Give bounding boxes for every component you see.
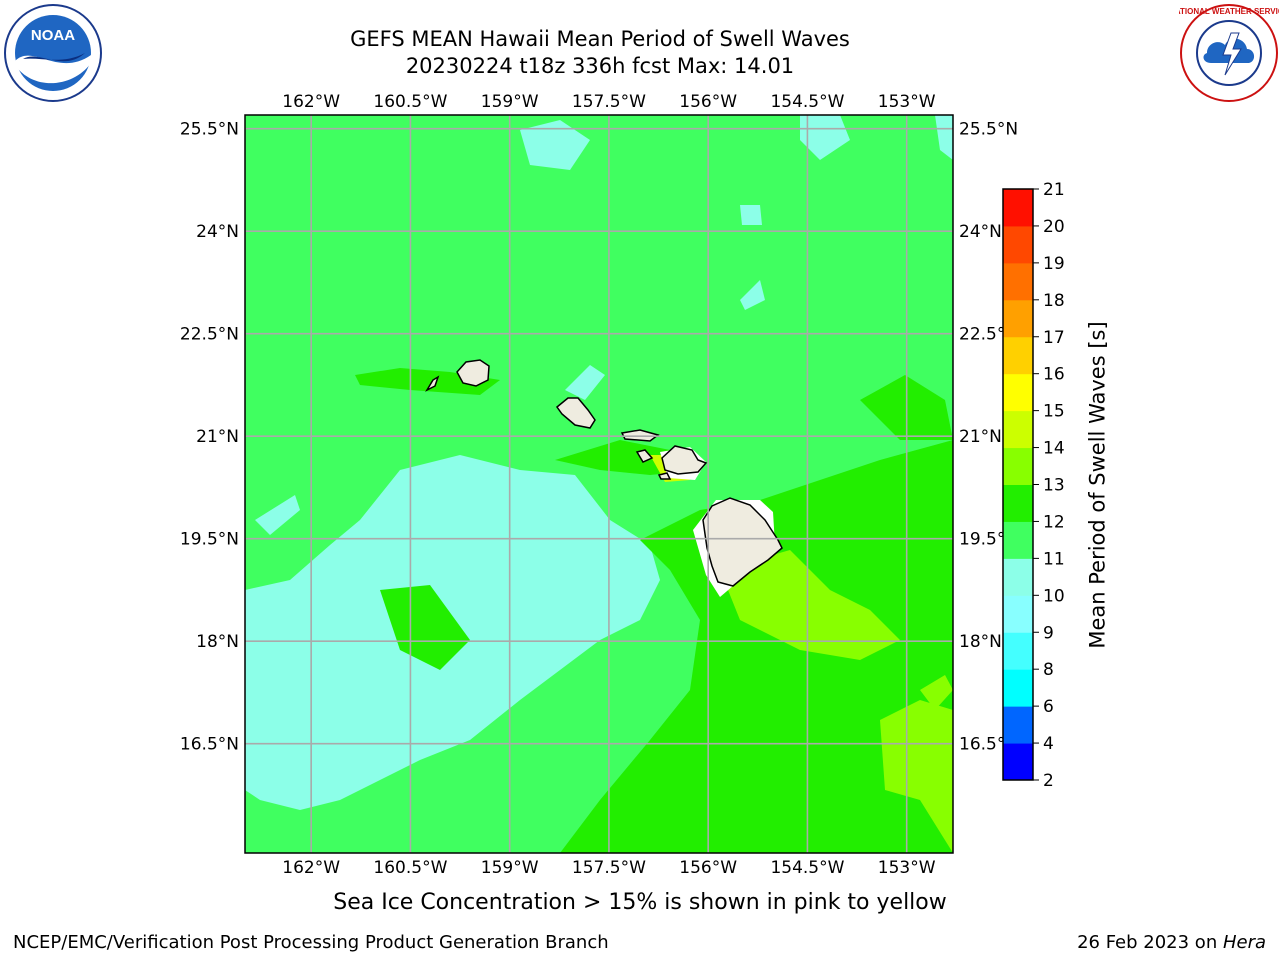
lon-tick-label: 154.5°W (770, 858, 844, 878)
colorbar-tick-label: 12 (1043, 512, 1065, 532)
island-niihau (425, 375, 440, 392)
lon-tick-label: 159°W (481, 92, 539, 112)
swell-field-11-12e (380, 585, 470, 670)
lat-tick-label: 18°N (196, 632, 239, 652)
lon-tick-label: 160.5°W (373, 92, 447, 112)
lat-tick-label: 24°N (196, 222, 239, 242)
lat-tick-label: 16.5°N (180, 735, 239, 755)
lon-tick-label: 157.5°W (572, 858, 646, 878)
island-maui (661, 445, 708, 475)
lat-tick-label-right: 25.5°N (959, 120, 1018, 140)
colorbar-tick-label: 13 (1043, 476, 1065, 496)
colorbar-segment (1003, 595, 1033, 633)
colorbar-tick-label: 15 (1043, 402, 1065, 422)
swell-field-9-10f (740, 205, 762, 225)
island-kahoolawe (657, 472, 672, 480)
swell-field-11-12a (560, 440, 953, 853)
lon-tick-label: 157.5°W (572, 92, 646, 112)
island-kauai (456, 359, 490, 387)
colorbar-segment (1003, 669, 1033, 707)
lon-tick-label: 156°W (679, 858, 737, 878)
swell-field-12-13a (720, 550, 900, 660)
lon-tick-label: 162°W (282, 858, 340, 878)
colorbar-segment (1003, 299, 1033, 338)
caption-text: Sea Ice Concentration > 15% is shown in … (333, 890, 947, 915)
island-lanai (635, 449, 654, 463)
colorbar-segment (1003, 521, 1033, 559)
lat-tick-label: 25.5°N (180, 120, 239, 140)
colorbar-tick-label: 11 (1043, 549, 1065, 569)
island-oahu (555, 397, 596, 429)
lon-tick-label: 159°W (481, 858, 539, 878)
plot-title: GEFS MEAN Hawaii Mean Period of Swell Wa… (350, 27, 850, 51)
map-area (245, 115, 953, 853)
lat-tick-label: 22.5°N (180, 325, 239, 345)
colorbar-label: Mean Period of Swell Waves [s] (1085, 320, 1110, 649)
lat-tick-label: 19.5°N (180, 530, 239, 550)
swell-field-9-10i (255, 495, 300, 535)
footer-date-text: 26 Feb 2023 on (1077, 932, 1223, 953)
colorbar-segment (1003, 447, 1033, 485)
colorbar-tick-label: 21 (1043, 180, 1065, 200)
colorbar-tick-label: 9 (1043, 623, 1054, 643)
colorbar-segment (1003, 632, 1033, 670)
colorbar-tick-label: 10 (1043, 586, 1065, 606)
lon-tick-label: 153°W (878, 92, 936, 112)
colorbar-segment (1003, 743, 1033, 781)
lon-tick-label: 156°W (679, 92, 737, 112)
colorbar-tick-label: 17 (1043, 328, 1065, 348)
colorbar-tick-label: 2 (1043, 771, 1054, 791)
colorbar-tick-label: 16 (1043, 365, 1065, 385)
map-frame (244, 114, 954, 854)
svg-text:NATIONAL WEATHER SERVICE: NATIONAL WEATHER SERVICE (1179, 7, 1279, 16)
colorbar-segment (1003, 484, 1033, 522)
swell-field-9-10e (935, 115, 953, 160)
swell-field-9-10b (245, 690, 310, 760)
swell-field-12-13c (920, 675, 953, 710)
lon-tick-label: 153°W (878, 858, 936, 878)
colorbar-tick-label: 19 (1043, 254, 1065, 274)
swell-field-9-10d (800, 115, 850, 160)
island-hawaii (702, 497, 783, 587)
lat-tick-label-right: 21°N (959, 427, 1002, 447)
colorbar-segment (1003, 706, 1033, 744)
footer-credit: NCEP/EMC/Verification Post Processing Pr… (13, 932, 609, 953)
colorbar-segment (1003, 189, 1033, 227)
noaa-logo: NOAA (4, 4, 102, 102)
colorbar: 2 4 6 8 9 10 11 12 13 14 15 16 17 18 19 20 21 (1002, 180, 1065, 791)
swell-field-9-10h (565, 365, 605, 400)
lat-tick-label-right: 24°N (959, 222, 1002, 242)
colorbar-tick-label: 18 (1043, 291, 1065, 311)
graticule (245, 115, 953, 853)
swell-field-9-10g (740, 280, 765, 310)
lat-tick-label: 21°N (196, 427, 239, 447)
colorbar-tick-label: 6 (1043, 697, 1054, 717)
colorbar-tick-label: 8 (1043, 660, 1054, 680)
colorbar-tick-label: 14 (1043, 439, 1065, 459)
colorbar-segment (1003, 225, 1033, 264)
colorbar-segment (1003, 373, 1033, 412)
colorbar-tick-label: 20 (1043, 217, 1065, 237)
colorbar-segment (1003, 558, 1033, 596)
swell-field-9-10c (520, 120, 590, 170)
footer-host: Hera (1222, 932, 1266, 953)
lat-tick-label-right: 18°N (959, 632, 1002, 652)
footer-date: 26 Feb 2023 on Hera (1077, 932, 1266, 953)
lon-tick-label: 160.5°W (373, 858, 447, 878)
svg-text:NOAA: NOAA (31, 27, 75, 44)
colorbar-segment (1003, 410, 1033, 449)
lon-tick-label: 162°W (282, 92, 340, 112)
nws-logo: NATIONAL WEATHER SERVICE (1179, 4, 1279, 102)
colorbar-tick-label: 4 (1043, 734, 1054, 754)
colorbar-segment (1003, 336, 1033, 375)
swell-field-12-13b (880, 700, 953, 853)
colorbar-segment (1003, 262, 1033, 301)
plot-subtitle: 20230224 t18z 336h fcst Max: 14.01 (405, 54, 795, 78)
lon-tick-label: 154.5°W (770, 92, 844, 112)
axis-tick-labels: 162°W 162°W 160.5°W 160.5°W 159°W 159°W 157.5°… (180, 92, 1018, 878)
